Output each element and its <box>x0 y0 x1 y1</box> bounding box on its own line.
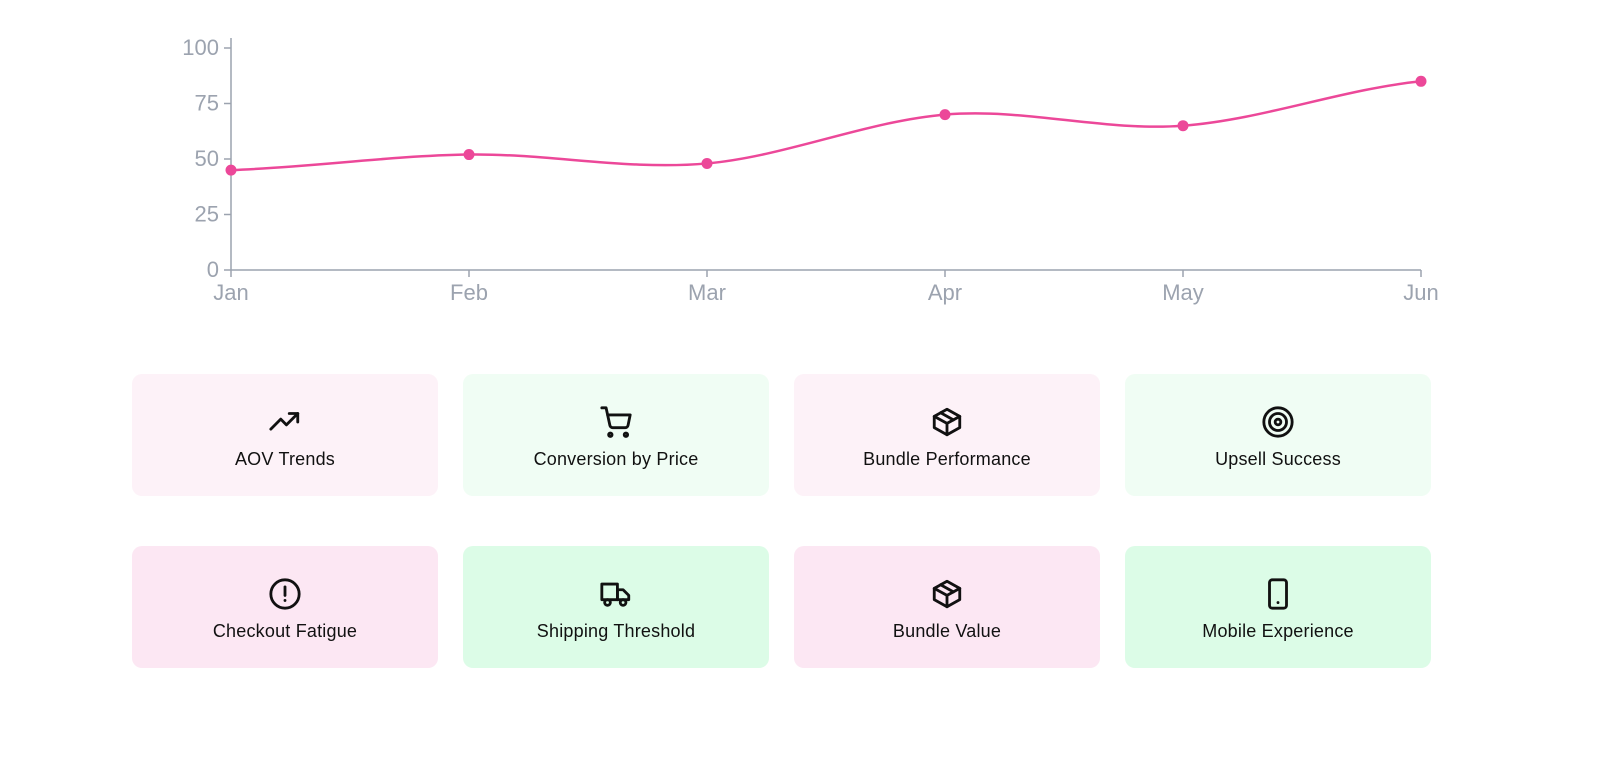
card-conversion-by-price[interactable]: Conversion by Price <box>463 374 769 496</box>
card-bundle-performance[interactable]: Bundle Performance <box>794 374 1100 496</box>
tablet-icon <box>1261 577 1295 611</box>
card-label: Upsell Success <box>1215 448 1341 469</box>
card-label: Shipping Threshold <box>536 620 696 641</box>
y-tick-label: 75 <box>195 91 219 116</box>
metric-cards: AOV Trends Conversion by Price <box>132 374 1432 718</box>
card-checkout-fatigue[interactable]: Checkout Fatigue <box>132 546 438 668</box>
package-icon <box>930 577 964 611</box>
shopping-cart-icon <box>599 405 633 439</box>
card-label: Bundle Performance <box>863 448 1031 469</box>
y-tick-label: 100 <box>182 35 219 60</box>
data-point <box>1415 75 1427 87</box>
card-label: Conversion by Price <box>533 448 699 469</box>
card-bundle-value[interactable]: Bundle Value <box>794 546 1100 668</box>
data-point <box>939 109 951 121</box>
y-tick-label: 50 <box>195 146 219 171</box>
alert-circle-icon <box>268 577 302 611</box>
card-mobile-experience[interactable]: Mobile Experience <box>1125 546 1431 668</box>
card-label: Checkout Fatigue <box>212 620 358 641</box>
line-chart: 0 25 50 75 100 Jan Feb Mar Apr May Jun <box>0 0 1600 320</box>
y-tick-label: 0 <box>207 257 219 282</box>
data-point <box>225 164 237 176</box>
data-point <box>463 149 475 161</box>
card-label: AOV Trends <box>234 448 336 469</box>
card-upsell-success[interactable]: Upsell Success <box>1125 374 1431 496</box>
truck-icon <box>599 577 633 611</box>
card-row-2: Checkout Fatigue Shipping Threshold <box>132 546 1432 668</box>
card-row-1: AOV Trends Conversion by Price <box>132 374 1432 496</box>
card-shipping-threshold[interactable]: Shipping Threshold <box>463 546 769 668</box>
line-chart-svg: 0 25 50 75 100 Jan Feb Mar Apr May Jun <box>182 35 1438 305</box>
x-tick-label: Jan <box>213 280 248 305</box>
x-tick-label: May <box>1162 280 1204 305</box>
x-tick-label: Jun <box>1403 280 1438 305</box>
series-line <box>230 80 1422 172</box>
trending-up-icon <box>268 405 302 439</box>
data-point <box>701 157 713 169</box>
data-point <box>1177 120 1189 132</box>
x-tick-label: Apr <box>928 280 962 305</box>
card-label: Bundle Value <box>892 620 1002 641</box>
card-label: Mobile Experience <box>1202 620 1354 641</box>
x-tick-label: Feb <box>450 280 488 305</box>
target-icon <box>1261 405 1295 439</box>
package-icon <box>930 405 964 439</box>
x-tick-label: Mar <box>688 280 726 305</box>
card-aov-trends[interactable]: AOV Trends <box>132 374 438 496</box>
y-tick-label: 25 <box>195 202 219 227</box>
